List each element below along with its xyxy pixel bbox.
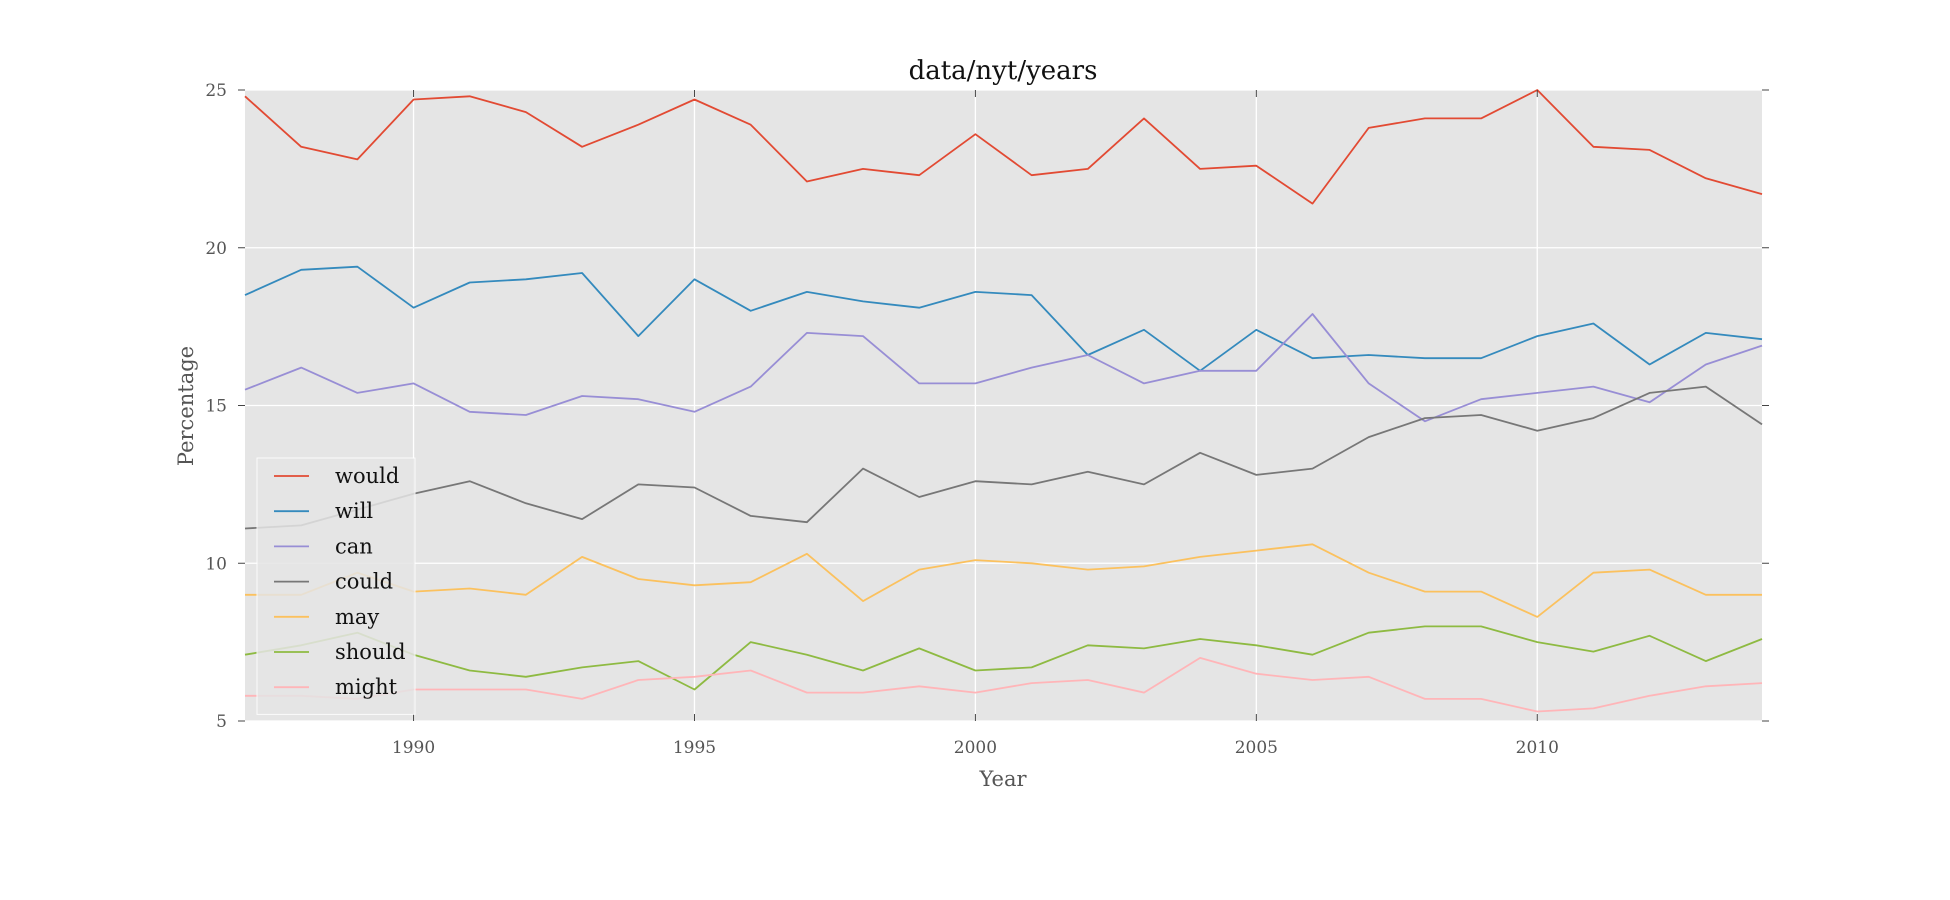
series-line-may <box>245 543 1762 618</box>
axis-ticks <box>238 89 1769 722</box>
legend: would will can could may should might <box>256 457 416 715</box>
x-axis-label: Year <box>978 767 1027 791</box>
y-tick-label: 10 <box>205 554 227 574</box>
x-tick-label: 2000 <box>954 738 997 758</box>
x-tick-label: 1990 <box>392 738 435 758</box>
series-line-will <box>244 265 1763 372</box>
legend-label-might: might <box>335 675 398 699</box>
legend-label-may: may <box>335 605 379 629</box>
legend-label-can: can <box>335 534 373 558</box>
x-tick-label: 2010 <box>1516 738 1559 758</box>
legend-label-would: would <box>335 464 399 488</box>
grid-lines <box>245 89 1762 722</box>
legend-box <box>256 457 416 715</box>
x-tick-label: 2005 <box>1235 738 1278 758</box>
series-line-should <box>244 625 1763 691</box>
series-line-might <box>245 657 1763 713</box>
y-tick-label: 25 <box>205 81 227 101</box>
legend-label-should: should <box>335 640 406 664</box>
chart-title: data/nyt/years <box>909 56 1098 86</box>
y-tick-label: 5 <box>216 712 227 732</box>
series-line-would <box>244 89 1763 205</box>
tick-labels: 1990 1995 2000 2005 2010 5 10 15 20 25 <box>205 81 1559 758</box>
legend-label-could: could <box>335 570 393 594</box>
series-line-can <box>244 313 1763 423</box>
y-tick-label: 15 <box>205 397 227 417</box>
series-layer <box>244 89 1763 713</box>
legend-label-will: will <box>335 499 373 523</box>
series-line-could <box>244 385 1763 530</box>
y-tick-label: 20 <box>205 239 227 259</box>
x-tick-label: 1995 <box>673 738 716 758</box>
y-axis-label: Percentage <box>174 346 198 466</box>
